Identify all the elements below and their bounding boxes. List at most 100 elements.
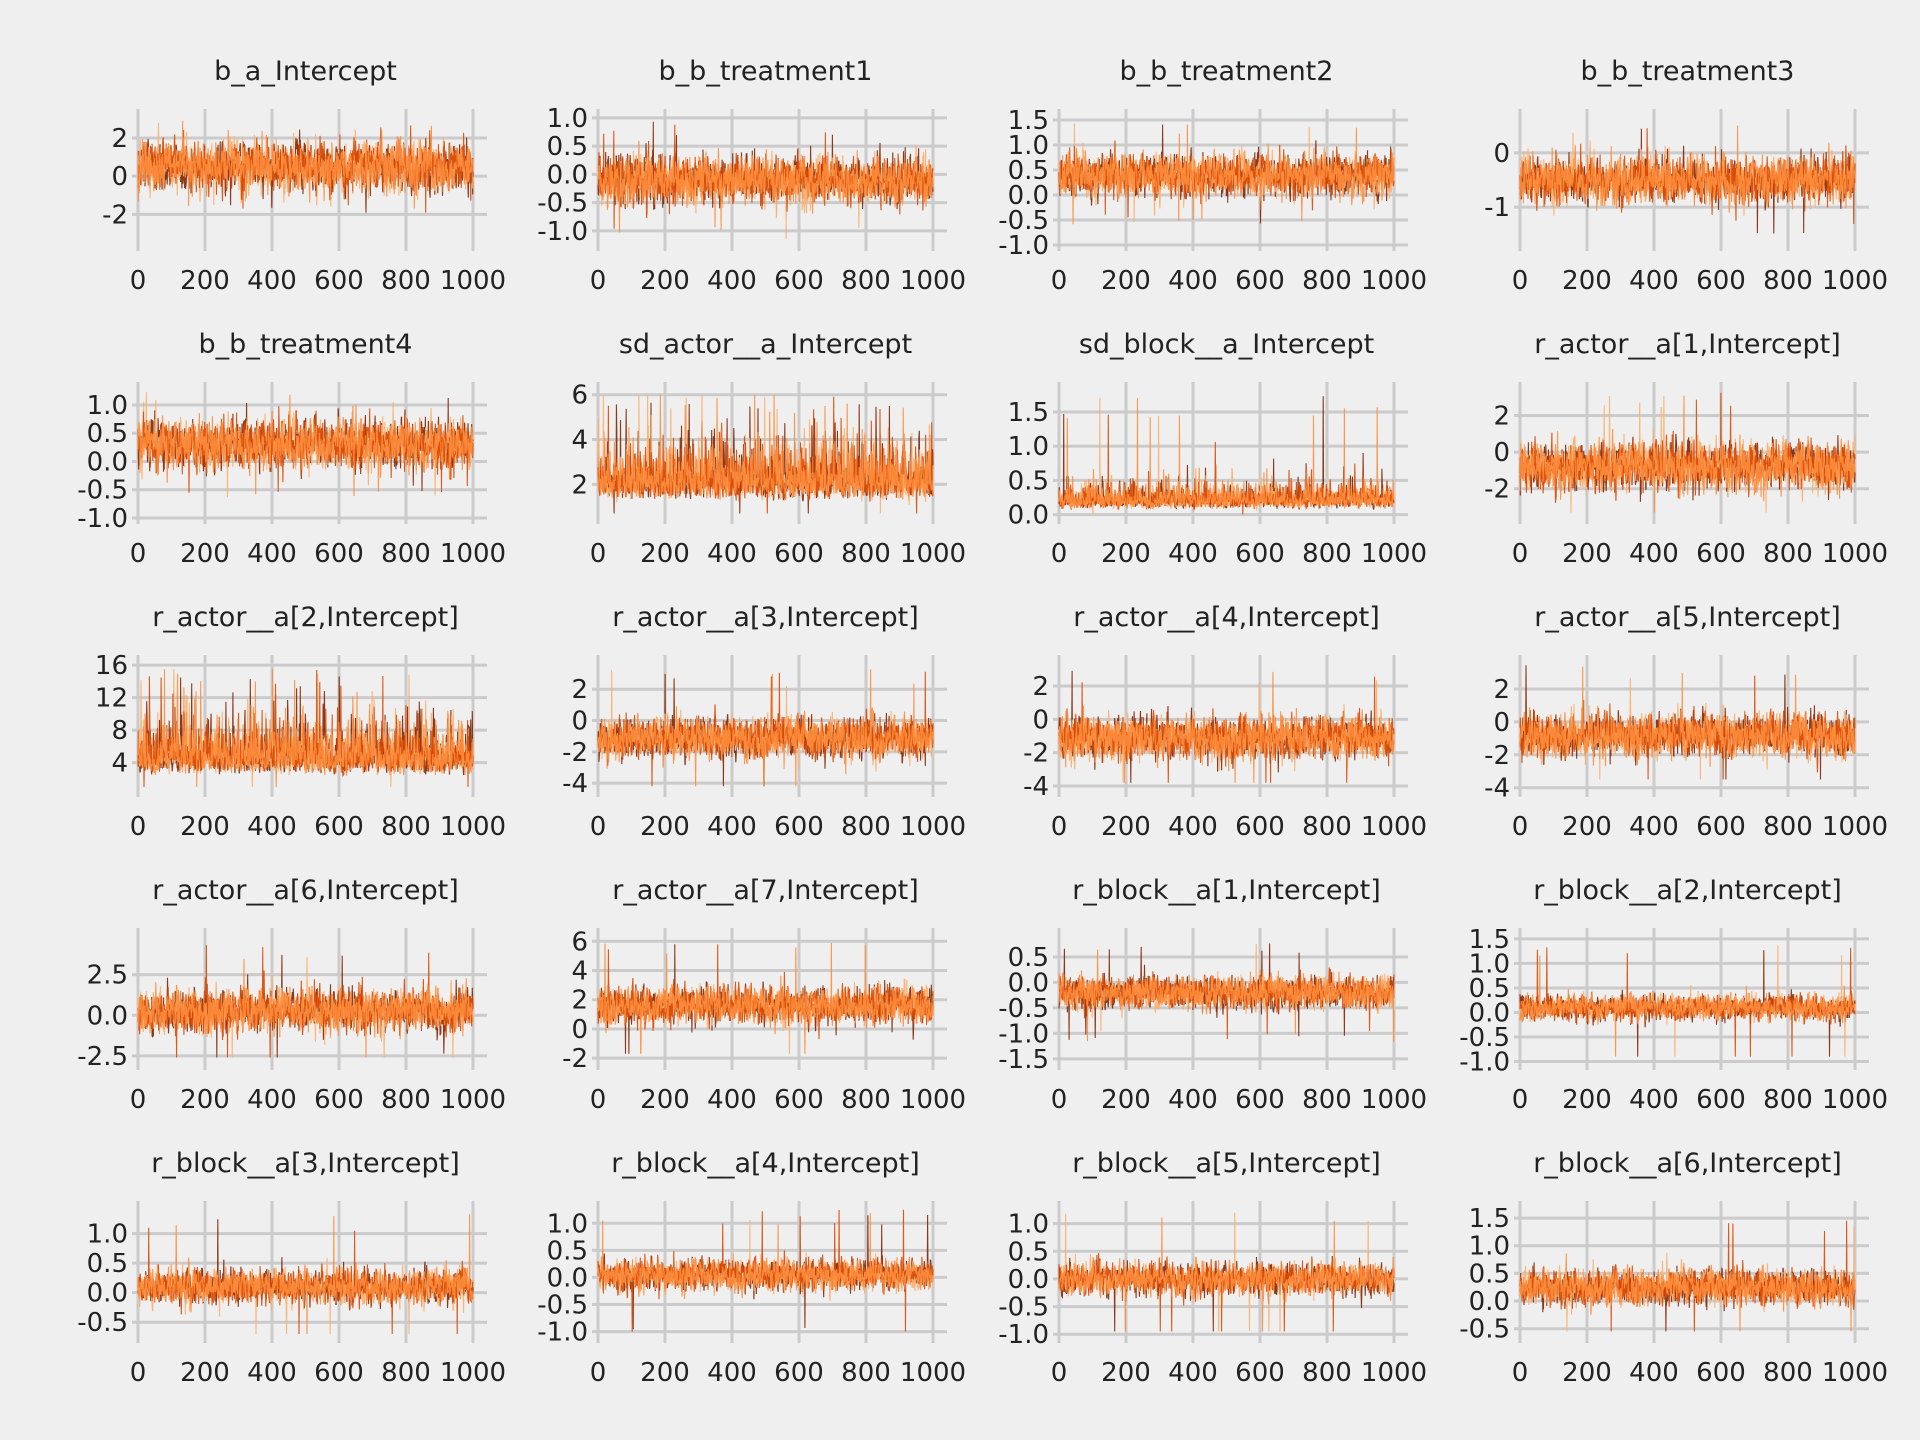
x-tick-label: 0	[130, 539, 147, 569]
x-tick-label: 1000	[900, 539, 966, 569]
x-tick-label: 200	[640, 539, 690, 569]
x-tick-label: 0	[1512, 812, 1529, 842]
x-tick-label: 800	[1302, 1085, 1352, 1115]
chain-trace-line	[1058, 949, 1395, 1042]
y-tick-label: 2	[571, 470, 588, 500]
x-tick-label: 200	[1101, 812, 1151, 842]
panel-title: b_b_treatment2	[1120, 56, 1334, 87]
y-tick-label: 0.0	[547, 1263, 588, 1293]
y-tick-label: 2	[111, 124, 128, 154]
y-tick-label: 2	[571, 986, 588, 1016]
chain-trace-line	[597, 1213, 934, 1300]
chain-trace-line	[137, 394, 474, 497]
y-tick-label: 4	[571, 426, 588, 456]
y-tick-label: 8	[111, 716, 128, 746]
chain-trace-line	[137, 120, 474, 209]
x-tick-label: 1000	[1822, 266, 1888, 296]
chain-trace-line	[1519, 666, 1856, 767]
y-tick-label: 0.5	[1008, 943, 1049, 973]
x-tick-label: 200	[640, 812, 690, 842]
y-tick-label: 0.0	[87, 447, 128, 477]
chain-trace-line	[1058, 671, 1395, 783]
x-tick-label: 400	[247, 1358, 297, 1388]
x-tick-label: 600	[1235, 812, 1285, 842]
x-tick-label: 800	[1763, 1085, 1813, 1115]
y-tick-label: 16	[95, 651, 128, 681]
y-tick-label: -0.5	[537, 189, 588, 219]
x-tick-label: 400	[1168, 539, 1218, 569]
trace-panel: r_block__a[1,Intercept] -1.5-1.0-0.50.00.…	[998, 875, 1427, 1115]
y-tick-label: 0.0	[1008, 501, 1049, 531]
y-tick-label: -0.5	[77, 1308, 128, 1338]
panel-title: r_actor__a[4,Intercept]	[1073, 602, 1380, 633]
panel-title: sd_actor__a_Intercept	[619, 329, 912, 360]
x-tick-label: 1000	[1361, 812, 1427, 842]
x-tick-label: 400	[707, 266, 757, 296]
x-tick-label: 800	[1763, 266, 1813, 296]
x-tick-label: 1000	[440, 539, 506, 569]
y-tick-label: -1.0	[998, 1019, 1049, 1049]
panel-title: r_block__a[6,Intercept]	[1533, 1148, 1842, 1179]
chain-trace-line	[1519, 1253, 1856, 1332]
x-tick-label: 400	[247, 1085, 297, 1115]
x-tick-label: 600	[314, 812, 364, 842]
y-tick-label: 1.0	[1008, 131, 1049, 161]
x-tick-label: 600	[1696, 812, 1746, 842]
x-tick-label: 800	[381, 539, 431, 569]
chain-trace-line	[137, 669, 474, 787]
y-tick-label: 6	[571, 927, 588, 957]
y-tick-label: 0	[1032, 705, 1049, 735]
y-tick-label: -0.5	[537, 1291, 588, 1321]
x-tick-label: 400	[707, 1085, 757, 1115]
trace-panel: b_a_Intercept -2 0 2 0 200 400 600 800 1000	[102, 56, 506, 296]
x-tick-label: 0	[130, 1085, 147, 1115]
y-tick-label: 1.5	[1008, 106, 1049, 136]
x-tick-label: 0	[590, 1085, 607, 1115]
chain-trace-line	[597, 394, 934, 500]
x-tick-label: 1000	[900, 266, 966, 296]
x-tick-label: 800	[1302, 266, 1352, 296]
y-tick-label: -2	[562, 738, 588, 768]
y-tick-label: 1.0	[1008, 432, 1049, 462]
panel-title: r_block__a[5,Intercept]	[1072, 1148, 1381, 1179]
x-tick-label: 1000	[440, 1358, 506, 1388]
x-tick-label: 1000	[440, 812, 506, 842]
x-tick-label: 600	[1696, 539, 1746, 569]
x-tick-label: 600	[1235, 266, 1285, 296]
y-tick-label: 0	[1493, 438, 1510, 468]
x-tick-label: 0	[590, 1358, 607, 1388]
x-tick-label: 200	[1101, 539, 1151, 569]
x-tick-label: 1000	[1361, 1358, 1427, 1388]
x-tick-label: 1000	[1822, 812, 1888, 842]
x-tick-label: 1000	[1361, 1085, 1427, 1115]
y-tick-label: 0	[111, 162, 128, 192]
x-tick-label: 400	[1168, 812, 1218, 842]
x-tick-label: 600	[774, 1085, 824, 1115]
y-tick-label: -1.5	[998, 1045, 1049, 1075]
x-tick-label: 0	[1512, 539, 1529, 569]
panel-title: sd_block__a_Intercept	[1079, 329, 1374, 360]
y-tick-label: -1.0	[998, 1320, 1049, 1350]
x-tick-label: 400	[1168, 1085, 1218, 1115]
x-tick-label: 200	[640, 1085, 690, 1115]
panel-title: r_block__a[2,Intercept]	[1533, 875, 1842, 906]
x-tick-label: 200	[1101, 266, 1151, 296]
x-tick-label: 1000	[900, 812, 966, 842]
x-tick-label: 400	[1629, 539, 1679, 569]
y-tick-label: -0.5	[998, 994, 1049, 1024]
y-tick-label: 0.0	[1008, 968, 1049, 998]
x-tick-label: 400	[247, 266, 297, 296]
trace-panel: r_block__a[4,Intercept] -1.0-0.50.00.51.0…	[537, 1148, 966, 1388]
y-tick-label: -4	[1023, 772, 1049, 802]
x-tick-label: 800	[841, 1085, 891, 1115]
y-tick-label: -1.0	[537, 1318, 588, 1348]
x-tick-label: 600	[1235, 539, 1285, 569]
y-tick-label: -1.0	[1459, 1048, 1510, 1078]
x-tick-label: 200	[1562, 1358, 1612, 1388]
x-tick-label: 400	[247, 539, 297, 569]
y-tick-label: 1.0	[547, 1209, 588, 1239]
x-tick-label: 0	[1512, 266, 1529, 296]
x-tick-label: 800	[1763, 812, 1813, 842]
